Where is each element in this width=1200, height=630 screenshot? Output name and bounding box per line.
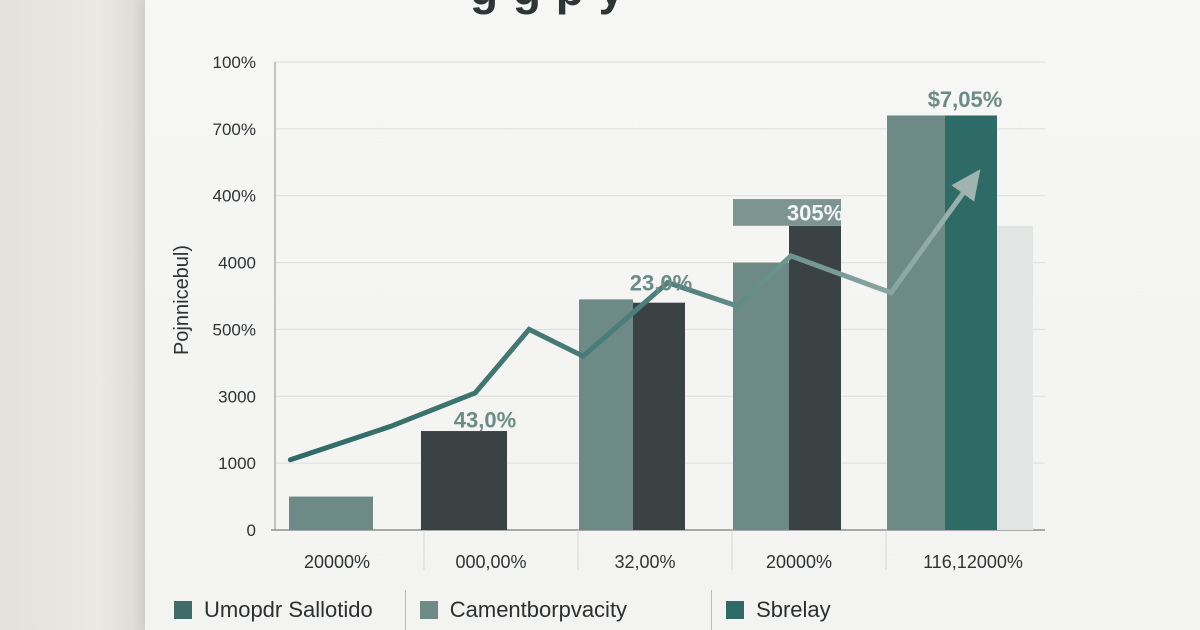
background-left-panel <box>0 0 145 630</box>
legend-item-1: Umopdr Sallotido <box>160 590 387 630</box>
trend-line-group <box>287 169 981 463</box>
data-label-1: 23,0% <box>630 271 692 296</box>
legend-label-3: Sbrelay <box>756 597 831 622</box>
legend-swatch-3 <box>726 601 745 619</box>
x-tick-label-4: 116,12000% <box>923 552 1023 572</box>
legend-label-1: Umopdr Sallotido <box>204 597 373 622</box>
y-tick-label-6: 700% <box>213 120 256 139</box>
page-title-fragment: g g p y <box>470 0 625 16</box>
y-tick-label-5: 400% <box>213 187 256 206</box>
y-tick-label-1: 1000 <box>218 454 256 473</box>
legend: Umopdr Sallotido Camentborpvacity Sbrela… <box>160 590 845 630</box>
x-tick-label-1: 000,00% <box>455 552 526 572</box>
data-label-0: 43,0% <box>454 408 516 433</box>
bar-cap-c3 <box>733 199 841 226</box>
bar-s1-c1 <box>421 431 507 530</box>
bar-s1-c3 <box>789 225 841 531</box>
tick-labels: 0 1000 3000 500% 4000 400% 700% 100% 20000% 000,0… <box>213 53 1023 572</box>
x-tick-label-0: 20000% <box>304 552 370 572</box>
legend-swatch-1 <box>174 601 192 619</box>
bar-s0-c3 <box>733 262 789 530</box>
bar-chart: 43,0% 23,0% 305% $7,05% 0 1000 3000 500% 4000 40… <box>171 53 1045 572</box>
trend-arrowhead <box>951 169 981 202</box>
bar-s0-c4 <box>887 115 945 530</box>
x-tick-label-3: 20000% <box>766 552 832 572</box>
data-label-2: 305% <box>787 200 843 225</box>
legend-label-2: Camentborpvacity <box>449 597 628 622</box>
trend-line <box>287 173 979 463</box>
bar-s0-c0 <box>289 496 373 530</box>
x-tick-label-2: 32,00% <box>614 552 675 572</box>
data-label-3: $7,05% <box>928 87 1003 112</box>
y-tick-label-2: 3000 <box>218 387 256 406</box>
legend-item-3: Sbrelay <box>711 590 845 630</box>
y-tick-label-0: 0 <box>247 521 256 540</box>
y-axis-label: Pojnnicebul) <box>171 245 193 355</box>
legend-item-2: Camentborpvacity <box>404 590 641 630</box>
y-tick-label-4: 4000 <box>218 254 256 273</box>
y-tick-label-7: 100% <box>213 53 256 72</box>
bar-s1-c2 <box>633 302 685 530</box>
y-tick-label-3: 500% <box>213 320 256 339</box>
legend-swatch-2 <box>419 601 438 619</box>
bars <box>289 115 1033 531</box>
data-labels: 43,0% 23,0% 305% $7,05% <box>454 87 1003 433</box>
bar-s3-c4 <box>997 225 1033 531</box>
